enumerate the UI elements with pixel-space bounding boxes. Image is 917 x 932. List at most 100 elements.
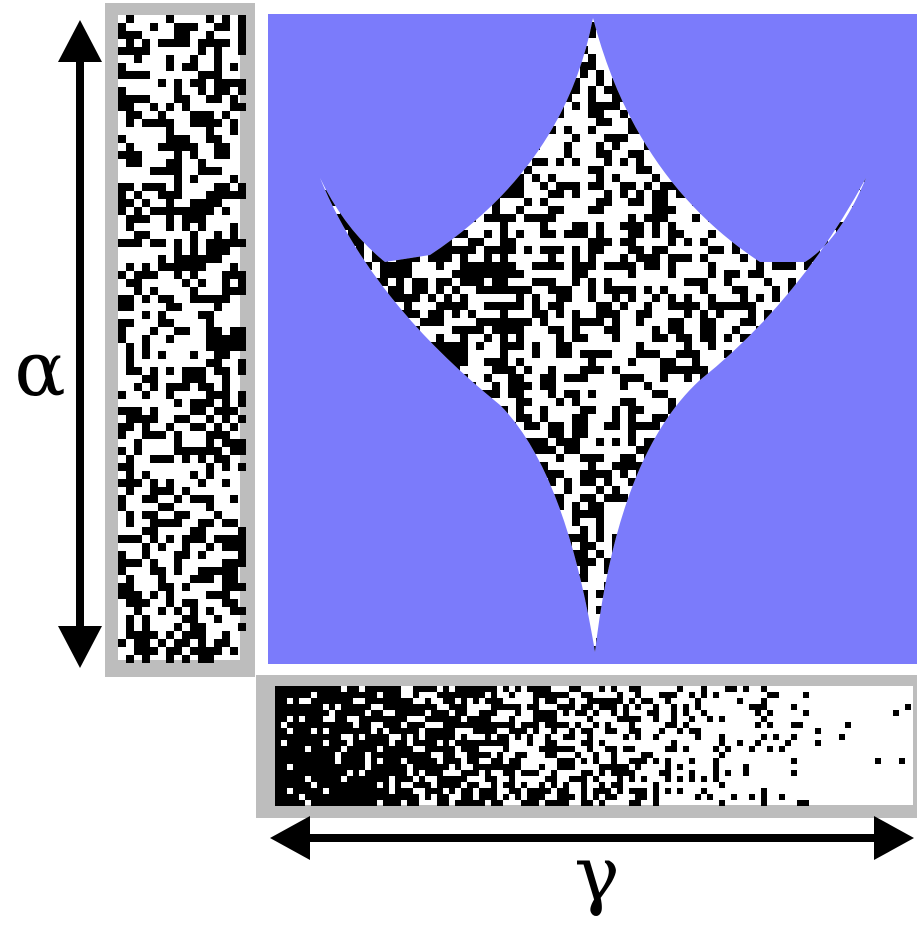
noise-cell — [190, 23, 198, 31]
noise-cell — [460, 294, 468, 302]
noise-cell — [623, 746, 629, 752]
noise-cell — [126, 455, 134, 463]
noise-cell — [484, 318, 492, 326]
noise-cell — [761, 716, 767, 722]
noise-cell — [150, 407, 158, 415]
noise-cell — [299, 734, 305, 740]
noise-cell — [540, 158, 548, 166]
noise-cell — [383, 770, 389, 776]
noise-cell — [588, 454, 596, 462]
noise-cell — [668, 326, 676, 334]
noise-cell — [684, 238, 692, 246]
noise-cell — [692, 214, 700, 222]
noise-cell — [815, 740, 821, 746]
noise-cell — [491, 722, 497, 728]
noise-cell — [275, 716, 281, 722]
noise-cell — [572, 430, 580, 438]
noise-cell — [214, 63, 222, 71]
noise-cell — [492, 286, 500, 294]
noise-cell — [166, 159, 174, 167]
noise-cell — [126, 103, 134, 111]
noise-cell — [413, 686, 419, 692]
noise-cell — [238, 399, 246, 407]
noise-cell — [460, 270, 468, 278]
noise-cell — [539, 692, 545, 698]
noise-cell — [508, 342, 516, 350]
noise-cell — [596, 206, 604, 214]
noise-cell — [545, 740, 551, 746]
noise-cell — [449, 752, 455, 758]
noise-cell — [652, 334, 660, 342]
noise-cell — [620, 238, 628, 246]
noise-cell — [425, 782, 431, 788]
noise-cell — [628, 222, 636, 230]
noise-cell — [329, 794, 335, 800]
noise-cell — [389, 758, 395, 764]
noise-cell — [287, 770, 293, 776]
noise-cell — [166, 367, 174, 375]
noise-cell — [761, 704, 767, 710]
noise-cell — [612, 142, 620, 150]
noise-cell — [190, 151, 198, 159]
noise-cell — [617, 698, 623, 704]
noise-cell — [455, 758, 461, 764]
noise-cell — [455, 764, 461, 770]
noise-cell — [599, 770, 605, 776]
noise-cell — [665, 764, 671, 770]
noise-cell — [580, 422, 588, 430]
noise-cell — [222, 399, 230, 407]
noise-cell — [515, 794, 521, 800]
noise-cell — [182, 543, 190, 551]
noise-cell — [641, 794, 647, 800]
noise-cell — [540, 198, 548, 206]
noise-cell — [353, 740, 359, 746]
noise-cell — [281, 716, 287, 722]
noise-cell — [500, 358, 508, 366]
noise-cell — [508, 374, 516, 382]
noise-cell — [588, 558, 596, 566]
noise-cell — [604, 470, 612, 478]
noise-cell — [341, 788, 347, 794]
noise-cell — [377, 710, 383, 716]
noise-cell — [389, 704, 395, 710]
noise-cell — [636, 158, 644, 166]
noise-cell — [230, 447, 238, 455]
noise-cell — [588, 254, 596, 262]
noise-cell — [174, 431, 182, 439]
noise-cell — [572, 422, 580, 430]
noise-cell — [158, 79, 166, 87]
noise-cell — [206, 239, 214, 247]
noise-cell — [719, 800, 725, 806]
noise-cell — [548, 470, 556, 478]
noise-cell — [617, 770, 623, 776]
noise-cell — [707, 794, 713, 800]
noise-cell — [563, 800, 569, 806]
noise-cell — [548, 174, 556, 182]
noise-cell — [596, 550, 604, 558]
noise-cell — [743, 686, 749, 692]
noise-cell — [190, 263, 198, 271]
noise-cell — [588, 366, 596, 374]
noise-cell — [604, 478, 612, 486]
noise-cell — [575, 722, 581, 728]
noise-cell — [527, 734, 533, 740]
noise-cell — [275, 692, 281, 698]
noise-cell — [396, 262, 404, 270]
noise-cell — [563, 704, 569, 710]
noise-cell — [142, 415, 150, 423]
noise-cell — [353, 782, 359, 788]
noise-cell — [467, 788, 473, 794]
noise-cell — [174, 207, 182, 215]
noise-cell — [551, 722, 557, 728]
noise-cell — [660, 358, 668, 366]
noise-cell — [660, 182, 668, 190]
noise-cell — [604, 278, 612, 286]
noise-cell — [158, 607, 166, 615]
noise-cell — [365, 794, 371, 800]
noise-cell — [305, 752, 311, 758]
noise-cell — [142, 47, 150, 55]
noise-cell — [190, 239, 198, 247]
noise-cell — [437, 776, 443, 782]
noise-cell — [222, 591, 230, 599]
noise-cell — [142, 335, 150, 343]
